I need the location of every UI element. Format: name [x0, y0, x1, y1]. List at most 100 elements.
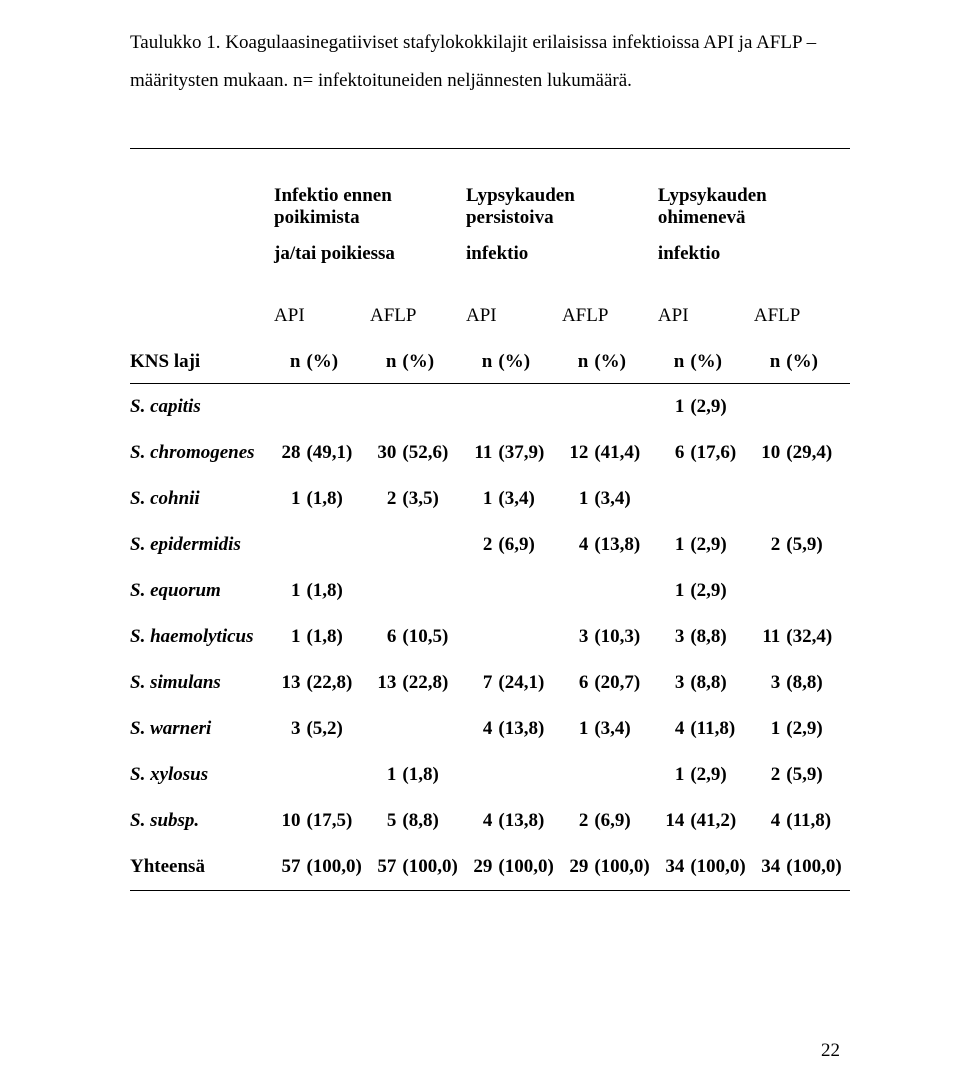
cell-n: 1: [658, 522, 690, 568]
cell-pct: (10,5): [402, 614, 466, 660]
cell-pct: (22,8): [402, 660, 466, 706]
cell-n: 10: [754, 430, 786, 476]
cell-pct: (37,9): [498, 430, 562, 476]
cell-n: 6: [658, 430, 690, 476]
col-n: n: [466, 337, 498, 384]
cell-n: 1: [274, 568, 306, 614]
cell-n: 57: [370, 844, 402, 891]
cell-n: 1: [754, 706, 786, 752]
col-n: n: [370, 337, 402, 384]
cell-pct: (100,0): [594, 844, 658, 891]
cell-pct: (3,5): [402, 476, 466, 522]
cell-n: [754, 568, 786, 614]
cell-n: 6: [370, 614, 402, 660]
cell-n: 1: [658, 568, 690, 614]
col-n: n: [274, 337, 306, 384]
group2-sub: infektio: [466, 235, 658, 287]
cell-pct: [306, 752, 370, 798]
cell-n: 4: [466, 706, 498, 752]
table-row: S. simulans13(22,8)13(22,8)7(24,1)6(20,7…: [130, 660, 850, 706]
cell-pct: [306, 384, 370, 431]
group2-top: Lypsykauden persistoiva: [466, 149, 658, 236]
cell-pct: (22,8): [306, 660, 370, 706]
cell-n: 1: [658, 384, 690, 431]
cell-pct: [594, 568, 658, 614]
cell-n: [754, 384, 786, 431]
column-header-row: KNS laji n (%) n (%) n (%) n (%) n (%) n…: [130, 337, 850, 384]
cell-n: 2: [466, 522, 498, 568]
cell-pct: (11,8): [786, 798, 850, 844]
table-row: S. epidermidis2(6,9)4(13,8)1(2,9)2(5,9): [130, 522, 850, 568]
cell-n: 11: [466, 430, 498, 476]
cell-pct: (3,4): [594, 706, 658, 752]
cell-n: 34: [754, 844, 786, 891]
cell-n: [274, 522, 306, 568]
cell-pct: [498, 614, 562, 660]
row-label: S. subsp.: [130, 798, 274, 844]
cell-n: 11: [754, 614, 786, 660]
cell-n: 12: [562, 430, 594, 476]
cell-n: [274, 752, 306, 798]
col-n: n: [658, 337, 690, 384]
cell-n: 4: [754, 798, 786, 844]
cell-pct: [402, 522, 466, 568]
cell-pct: [306, 522, 370, 568]
cell-n: [754, 476, 786, 522]
col-pct: (%): [306, 337, 370, 384]
cell-n: 29: [562, 844, 594, 891]
cell-n: 4: [658, 706, 690, 752]
cell-n: 1: [466, 476, 498, 522]
cell-n: 34: [658, 844, 690, 891]
cell-n: 4: [466, 798, 498, 844]
cell-n: 4: [562, 522, 594, 568]
h-aflp-2: AFLP: [562, 287, 658, 337]
cell-n: [466, 614, 498, 660]
cell-pct: [402, 384, 466, 431]
table-row: S. capitis1(2,9): [130, 384, 850, 431]
h-aflp-1: AFLP: [370, 287, 466, 337]
kns-label: KNS laji: [130, 337, 274, 384]
cell-n: [466, 752, 498, 798]
cell-pct: [786, 384, 850, 431]
group3-sub: infektio: [658, 235, 850, 287]
cell-pct: [498, 568, 562, 614]
method-header-row: API AFLP API AFLP API AFLP: [130, 287, 850, 337]
col-n: n: [562, 337, 594, 384]
cell-n: 3: [658, 660, 690, 706]
cell-pct: (2,9): [690, 752, 754, 798]
cell-n: [466, 568, 498, 614]
cell-n: 2: [562, 798, 594, 844]
cell-pct: (2,9): [690, 522, 754, 568]
cell-pct: (49,1): [306, 430, 370, 476]
row-label: S. xylosus: [130, 752, 274, 798]
cell-pct: (1,8): [306, 614, 370, 660]
cell-n: [658, 476, 690, 522]
cell-pct: (8,8): [690, 660, 754, 706]
row-label: S. chromogenes: [130, 430, 274, 476]
cell-n: [370, 706, 402, 752]
cell-n: 1: [370, 752, 402, 798]
row-label: S. haemolyticus: [130, 614, 274, 660]
cell-n: [466, 384, 498, 431]
cell-n: 2: [370, 476, 402, 522]
cell-n: [370, 384, 402, 431]
table-caption: Taulukko 1. Koagulaasinegatiiviset stafy…: [130, 24, 850, 100]
cell-n: [370, 568, 402, 614]
cell-pct: (2,9): [690, 384, 754, 431]
cell-pct: (8,8): [402, 798, 466, 844]
cell-pct: [594, 384, 658, 431]
row-label: S. epidermidis: [130, 522, 274, 568]
cell-pct: [786, 568, 850, 614]
cell-n: 3: [274, 706, 306, 752]
cell-n: 30: [370, 430, 402, 476]
group3-top: Lypsykauden ohimenevä: [658, 149, 850, 236]
cell-pct: [690, 476, 754, 522]
cell-pct: (13,8): [594, 522, 658, 568]
cell-pct: [498, 752, 562, 798]
page: Taulukko 1. Koagulaasinegatiiviset stafy…: [0, 0, 960, 1090]
col-pct: (%): [786, 337, 850, 384]
cell-pct: (100,0): [498, 844, 562, 891]
cell-pct: (13,8): [498, 706, 562, 752]
cell-pct: (1,8): [306, 568, 370, 614]
group1-sub: ja/tai poikiessa: [274, 235, 466, 287]
